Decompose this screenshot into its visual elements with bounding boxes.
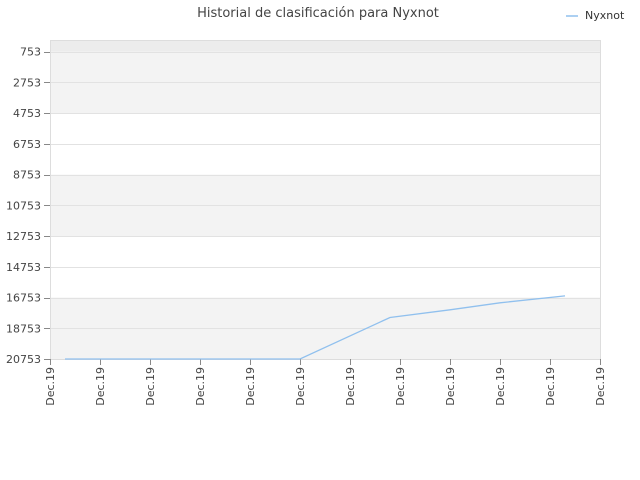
y-tick-label: 8753	[13, 169, 41, 182]
series-group	[65, 295, 566, 360]
y-tick-label: 12753	[6, 230, 41, 243]
plot-band	[50, 143, 600, 175]
legend-label-nyxnot: Nyxnot	[585, 9, 625, 22]
x-tick-label: Dec.19	[194, 367, 207, 406]
plot-band	[50, 40, 600, 52]
y-tick-label: 6753	[13, 138, 41, 151]
x-tick-label: Dec.19	[444, 367, 457, 406]
plot-band	[50, 266, 600, 298]
plot-band	[50, 82, 600, 114]
y-tick-label: 16753	[6, 292, 41, 305]
y-tick-label: 10753	[6, 199, 41, 212]
x-tick-label: Dec.19	[394, 367, 407, 406]
y-tick-label: 14753	[6, 261, 41, 274]
plot-band	[50, 236, 600, 267]
plot-band	[50, 51, 600, 83]
x-tick-label: Dec.19	[344, 367, 357, 406]
series-line-nyxnot	[65, 295, 566, 360]
legend[interactable]: Nyxnot	[566, 9, 625, 22]
x-tick-label: Dec.19	[294, 367, 307, 406]
x-tick-label: Dec.19	[544, 367, 557, 406]
y-tick-label: 20753	[6, 353, 41, 366]
y-tick-label: 753	[20, 46, 41, 59]
plot-area	[50, 40, 601, 360]
y-tick-label: 2753	[13, 76, 41, 89]
plot-band	[50, 297, 600, 329]
plot-band	[50, 113, 600, 144]
y-tick-label: 18753	[6, 322, 41, 335]
x-tick-label: Dec.19	[44, 367, 57, 406]
x-tick-label: Dec.19	[244, 367, 257, 406]
plot-band	[50, 328, 600, 359]
plot-bands	[50, 40, 600, 359]
x-tick-label: Dec.19	[94, 367, 107, 406]
x-tick-label: Dec.19	[594, 367, 607, 406]
chart-title: Historial de clasificación para Nyxnot	[197, 6, 439, 21]
plot-band	[50, 174, 600, 206]
plot-band	[50, 205, 600, 237]
y-axis: 753 2753 4753 6753 8753 10753 12753 14753 16753 1…	[6, 46, 50, 366]
x-axis: Dec.19 Dec.19 Dec.19 Dec.19 Dec.19 Dec.19 Dec.…	[44, 359, 607, 406]
x-tick-label: Dec.19	[144, 367, 157, 406]
x-tick-label: Dec.19	[494, 367, 507, 406]
y-tick-label: 4753	[13, 107, 41, 120]
